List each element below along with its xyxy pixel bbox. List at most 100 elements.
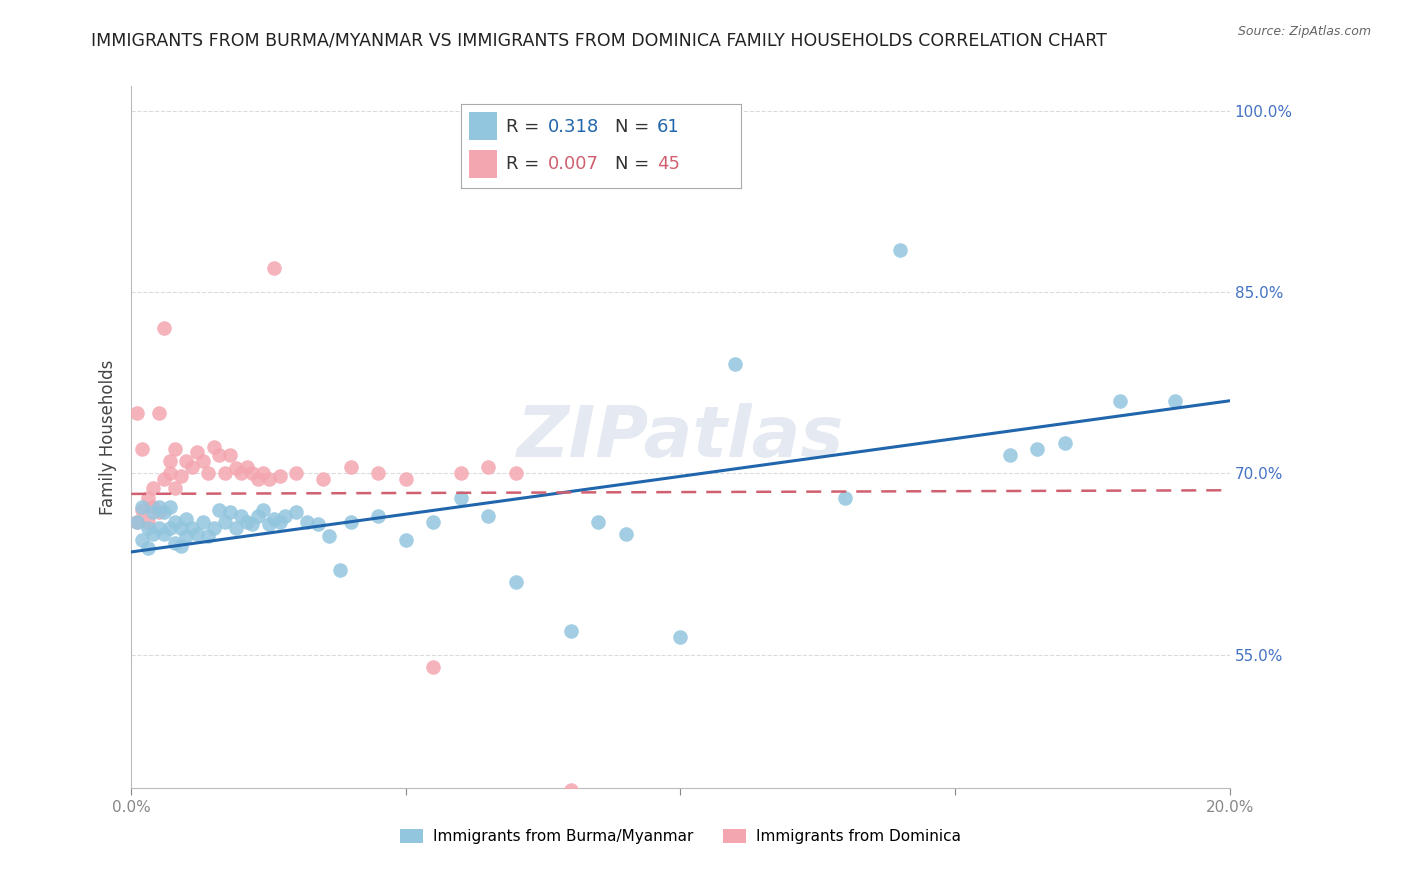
Immigrants from Burma/Myanmar bbox=[208, 502, 231, 516]
Immigrants from Dominica bbox=[131, 442, 153, 457]
Immigrants from Burma/Myanmar bbox=[136, 541, 159, 556]
Immigrants from Burma/Myanmar bbox=[263, 512, 285, 526]
Immigrants from Burma/Myanmar bbox=[225, 521, 247, 535]
Text: R =: R = bbox=[506, 155, 544, 174]
Immigrants from Dominica bbox=[395, 472, 418, 486]
Immigrants from Dominica bbox=[208, 448, 231, 462]
Immigrants from Burma/Myanmar bbox=[307, 517, 329, 532]
Immigrants from Dominica bbox=[285, 467, 308, 481]
Text: 61: 61 bbox=[657, 118, 679, 136]
Immigrants from Dominica bbox=[153, 472, 176, 486]
Text: 0.007: 0.007 bbox=[547, 155, 599, 174]
Immigrants from Dominica bbox=[202, 440, 225, 454]
Immigrants from Dominica bbox=[131, 502, 153, 516]
Immigrants from Burma/Myanmar bbox=[153, 505, 176, 519]
Immigrants from Burma/Myanmar bbox=[614, 526, 637, 541]
Immigrants from Dominica bbox=[422, 660, 444, 674]
Immigrants from Dominica bbox=[257, 472, 280, 486]
Immigrants from Burma/Myanmar bbox=[340, 515, 363, 529]
Immigrants from Burma/Myanmar bbox=[165, 515, 187, 529]
Immigrants from Dominica bbox=[125, 515, 148, 529]
Immigrants from Burma/Myanmar bbox=[477, 508, 499, 523]
Immigrants from Dominica bbox=[148, 406, 170, 420]
Bar bbox=[470, 112, 498, 140]
Bar bbox=[470, 150, 498, 178]
Text: 0.318: 0.318 bbox=[547, 118, 599, 136]
Immigrants from Burma/Myanmar bbox=[235, 515, 257, 529]
Text: ZIPatlas: ZIPatlas bbox=[517, 402, 844, 472]
Immigrants from Dominica bbox=[252, 467, 274, 481]
Immigrants from Dominica bbox=[219, 448, 242, 462]
Immigrants from Dominica bbox=[148, 505, 170, 519]
Text: IMMIGRANTS FROM BURMA/MYANMAR VS IMMIGRANTS FROM DOMINICA FAMILY HOUSEHOLDS CORR: IMMIGRANTS FROM BURMA/MYANMAR VS IMMIGRA… bbox=[91, 31, 1108, 49]
Immigrants from Burma/Myanmar bbox=[186, 526, 208, 541]
Immigrants from Burma/Myanmar bbox=[174, 529, 197, 543]
Immigrants from Burma/Myanmar bbox=[165, 536, 187, 550]
Immigrants from Dominica bbox=[560, 783, 582, 797]
Immigrants from Burma/Myanmar bbox=[174, 512, 197, 526]
Immigrants from Burma/Myanmar bbox=[191, 515, 214, 529]
Immigrants from Burma/Myanmar bbox=[170, 539, 193, 553]
Text: Source: ZipAtlas.com: Source: ZipAtlas.com bbox=[1237, 25, 1371, 38]
Immigrants from Burma/Myanmar bbox=[136, 521, 159, 535]
Immigrants from Burma/Myanmar bbox=[422, 515, 444, 529]
Immigrants from Burma/Myanmar bbox=[219, 505, 242, 519]
Immigrants from Burma/Myanmar bbox=[252, 502, 274, 516]
Immigrants from Burma/Myanmar bbox=[395, 533, 418, 547]
Immigrants from Burma/Myanmar bbox=[159, 521, 181, 535]
Immigrants from Burma/Myanmar bbox=[1053, 436, 1076, 450]
Immigrants from Burma/Myanmar bbox=[131, 500, 153, 515]
Immigrants from Dominica bbox=[214, 467, 236, 481]
Immigrants from Burma/Myanmar bbox=[240, 517, 263, 532]
Immigrants from Burma/Myanmar bbox=[450, 491, 472, 505]
Immigrants from Dominica bbox=[125, 406, 148, 420]
Immigrants from Burma/Myanmar bbox=[724, 358, 747, 372]
Immigrants from Burma/Myanmar bbox=[1026, 442, 1049, 457]
Immigrants from Dominica bbox=[191, 454, 214, 468]
Immigrants from Dominica bbox=[229, 467, 252, 481]
Immigrants from Burma/Myanmar bbox=[505, 575, 527, 590]
Immigrants from Burma/Myanmar bbox=[142, 505, 165, 519]
Immigrants from Burma/Myanmar bbox=[197, 529, 219, 543]
Immigrants from Dominica bbox=[153, 321, 176, 335]
Immigrants from Burma/Myanmar bbox=[318, 529, 340, 543]
Immigrants from Dominica bbox=[225, 461, 247, 475]
Immigrants from Burma/Myanmar bbox=[295, 515, 318, 529]
Immigrants from Burma/Myanmar bbox=[229, 508, 252, 523]
Immigrants from Dominica bbox=[142, 500, 165, 515]
Immigrants from Dominica bbox=[477, 460, 499, 475]
Immigrants from Burma/Myanmar bbox=[669, 630, 692, 644]
Immigrants from Burma/Myanmar bbox=[125, 515, 148, 529]
Immigrants from Burma/Myanmar bbox=[202, 521, 225, 535]
Immigrants from Dominica bbox=[180, 460, 202, 475]
Immigrants from Burma/Myanmar bbox=[269, 515, 291, 529]
Immigrants from Dominica bbox=[235, 460, 257, 475]
Immigrants from Burma/Myanmar bbox=[889, 243, 911, 257]
Text: R =: R = bbox=[506, 118, 544, 136]
Immigrants from Burma/Myanmar bbox=[274, 508, 297, 523]
Immigrants from Dominica bbox=[142, 481, 165, 495]
Immigrants from Burma/Myanmar bbox=[148, 521, 170, 535]
Immigrants from Dominica bbox=[246, 472, 269, 486]
Immigrants from Burma/Myanmar bbox=[1164, 393, 1187, 408]
Immigrants from Dominica bbox=[197, 467, 219, 481]
Immigrants from Dominica bbox=[136, 491, 159, 505]
Immigrants from Burma/Myanmar bbox=[560, 624, 582, 638]
Immigrants from Dominica bbox=[263, 260, 285, 275]
Immigrants from Dominica bbox=[367, 467, 389, 481]
Immigrants from Dominica bbox=[165, 481, 187, 495]
Text: N =: N = bbox=[614, 118, 655, 136]
Immigrants from Burma/Myanmar bbox=[180, 521, 202, 535]
Immigrants from Burma/Myanmar bbox=[246, 508, 269, 523]
Immigrants from Burma/Myanmar bbox=[998, 448, 1021, 462]
Legend: Immigrants from Burma/Myanmar, Immigrants from Dominica: Immigrants from Burma/Myanmar, Immigrant… bbox=[394, 822, 967, 850]
Immigrants from Burma/Myanmar bbox=[142, 526, 165, 541]
Text: 45: 45 bbox=[657, 155, 681, 174]
Immigrants from Burma/Myanmar bbox=[257, 517, 280, 532]
Immigrants from Dominica bbox=[159, 454, 181, 468]
Immigrants from Dominica bbox=[240, 467, 263, 481]
Text: N =: N = bbox=[614, 155, 655, 174]
Immigrants from Burma/Myanmar bbox=[329, 563, 352, 577]
Y-axis label: Family Households: Family Households bbox=[100, 359, 117, 515]
Immigrants from Burma/Myanmar bbox=[834, 491, 856, 505]
